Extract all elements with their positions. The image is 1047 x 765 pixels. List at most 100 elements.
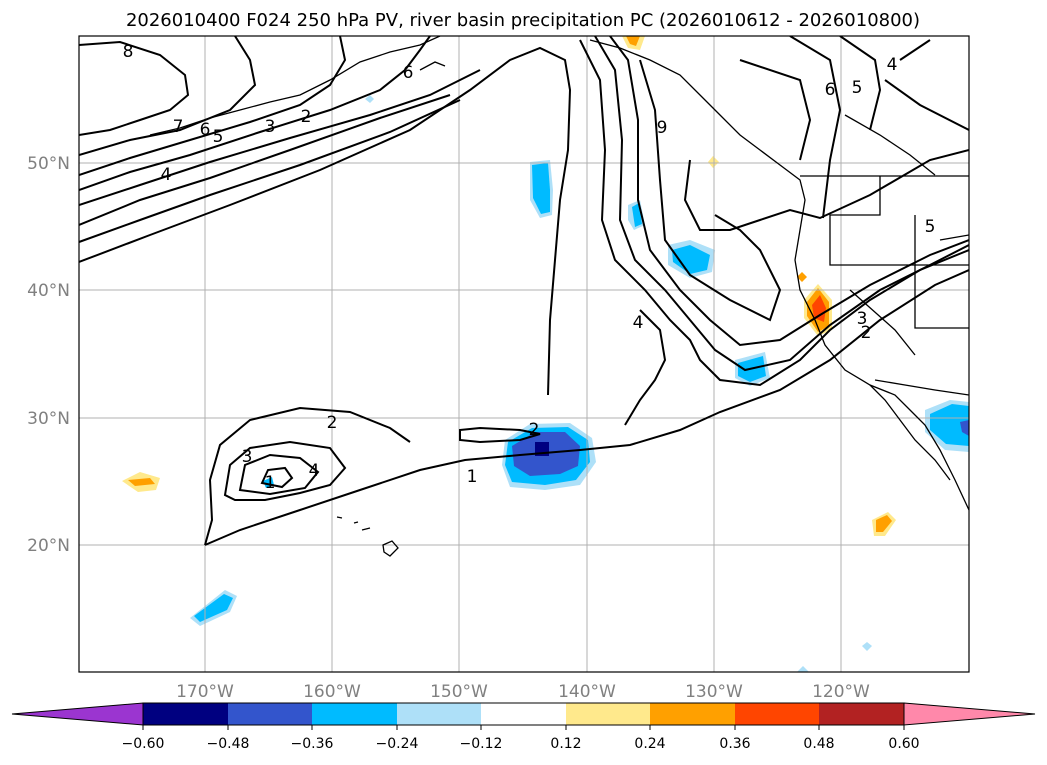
hawaii-islands <box>382 540 399 557</box>
border-line <box>914 215 969 329</box>
colorbar-label: −0.12 <box>460 736 503 752</box>
longitude-labels: 170°W 160°W 150°W 140°W 130°W 120°W <box>176 682 870 702</box>
colorbar-extend-low <box>11 702 144 726</box>
colorbar-segment <box>650 703 735 725</box>
colorbar-segment <box>819 703 904 725</box>
pv-contour-label: 7 <box>173 117 184 137</box>
pv-contour <box>839 36 882 131</box>
pv-contour <box>884 79 969 131</box>
pv-contour <box>639 59 782 322</box>
lat-label: 50°N <box>27 154 70 174</box>
colorbar-frame <box>142 702 905 726</box>
pv-contour <box>79 46 572 396</box>
pv-contour <box>624 309 667 426</box>
pv-contour-label: 2 <box>301 107 312 127</box>
lon-label: 140°W <box>558 682 616 702</box>
colorbar-segment <box>566 703 650 725</box>
colorbar-label: 0.48 <box>803 736 834 752</box>
bc-coast <box>589 39 969 511</box>
pv-contour <box>204 406 411 546</box>
lat-label: 20°N <box>27 536 70 556</box>
pv-contour-label: 8 <box>123 42 134 62</box>
colorbar-label: 0.12 <box>550 736 581 752</box>
colorbar-label: 0.36 <box>719 736 750 752</box>
precip-positive-area <box>876 515 892 532</box>
lat-label: 40°N <box>27 281 70 301</box>
pv-contour-label: 2 <box>327 413 338 433</box>
colorbar-label: −0.60 <box>122 736 165 752</box>
colorbar: −0.60 −0.48 −0.36 −0.24 −0.12 0.12 0.24 … <box>11 702 1036 752</box>
pv-contour <box>594 36 969 372</box>
alaska-coast <box>419 61 446 71</box>
colorbar-ticks <box>142 725 905 730</box>
pv-contour-labels: 8 7 6 5 3 2 4 6 9 6 5 4 4 2 3 2 3 4 1 2 <box>123 42 936 493</box>
pv-contour <box>789 36 842 219</box>
pv-contour <box>739 59 812 161</box>
colorbar-label: 0.60 <box>888 736 919 752</box>
lon-label: 160°W <box>303 682 361 702</box>
pv-contour-label: 5 <box>213 127 224 147</box>
pv-contours <box>79 36 969 546</box>
pv-contour-label: 3 <box>857 309 868 329</box>
pv-contour <box>899 39 931 61</box>
map-frame <box>78 35 970 673</box>
colorbar-label: −0.24 <box>376 736 419 752</box>
pv-contour <box>79 36 347 176</box>
colorbar-segment <box>228 703 312 725</box>
hawaii-islands <box>336 516 371 531</box>
pv-contour <box>204 269 969 546</box>
precip-negative-area <box>532 163 550 214</box>
precip-negative-area <box>930 404 969 446</box>
precip-negative-area <box>960 420 969 436</box>
border-line <box>939 234 969 241</box>
pv-contour <box>223 440 347 501</box>
lat-label: 30°N <box>27 409 70 429</box>
lon-label: 150°W <box>430 682 488 702</box>
precip-positive-area <box>626 36 640 46</box>
precip-positive-area <box>812 295 826 322</box>
pv-contour <box>79 40 190 136</box>
pv-contour-label: 3 <box>265 117 276 137</box>
lon-label: 170°W <box>176 682 234 702</box>
pv-contour-label: 3 <box>242 447 253 467</box>
pv-contour-label: 5 <box>925 217 936 237</box>
colorbar-label: −0.48 <box>207 736 250 752</box>
pv-contour <box>79 36 431 191</box>
pv-contour <box>79 69 481 206</box>
pv-contour-label: 2 <box>529 420 540 440</box>
pv-contour-label: 6 <box>200 120 211 140</box>
colorbar-label: −0.36 <box>291 736 334 752</box>
border-line <box>874 379 969 396</box>
colorbar-segment <box>397 703 481 725</box>
lon-label: 130°W <box>685 682 743 702</box>
precip-negative-area <box>365 95 374 103</box>
colorbar-segment <box>735 703 819 725</box>
pv-contour <box>579 39 969 387</box>
precip-negative-area <box>862 642 872 651</box>
baja-coast <box>869 384 951 481</box>
pv-contour <box>459 426 541 444</box>
pv-contour-label: 4 <box>161 165 172 185</box>
pv-contour-label: 4 <box>309 461 320 481</box>
pv-contour-label: 6 <box>825 80 836 100</box>
pv-contour-label: 2 <box>861 323 872 343</box>
colorbar-segment <box>481 703 566 725</box>
pv-contour-label: 1 <box>265 473 276 493</box>
pv-contour-label: 5 <box>852 78 863 98</box>
pv-contour <box>238 453 320 496</box>
colorbar-segment <box>312 703 397 725</box>
precip-negative-area <box>194 594 233 622</box>
border-line <box>829 176 969 266</box>
pv-contour-label: 6 <box>403 63 414 83</box>
pv-contour <box>79 99 461 243</box>
latitude-labels: 50°N 40°N 30°N 20°N <box>27 154 70 556</box>
pv-contour-label: 4 <box>887 55 898 75</box>
pv-contour-label: 4 <box>633 313 644 333</box>
pv-contour <box>683 149 969 231</box>
pv-contour <box>79 94 451 226</box>
map-title: 2026010400 F024 250 hPa PV, river basin … <box>126 10 920 31</box>
colorbar-label: 0.24 <box>634 736 665 752</box>
pv-contour <box>609 36 969 347</box>
lon-label: 120°W <box>812 682 870 702</box>
